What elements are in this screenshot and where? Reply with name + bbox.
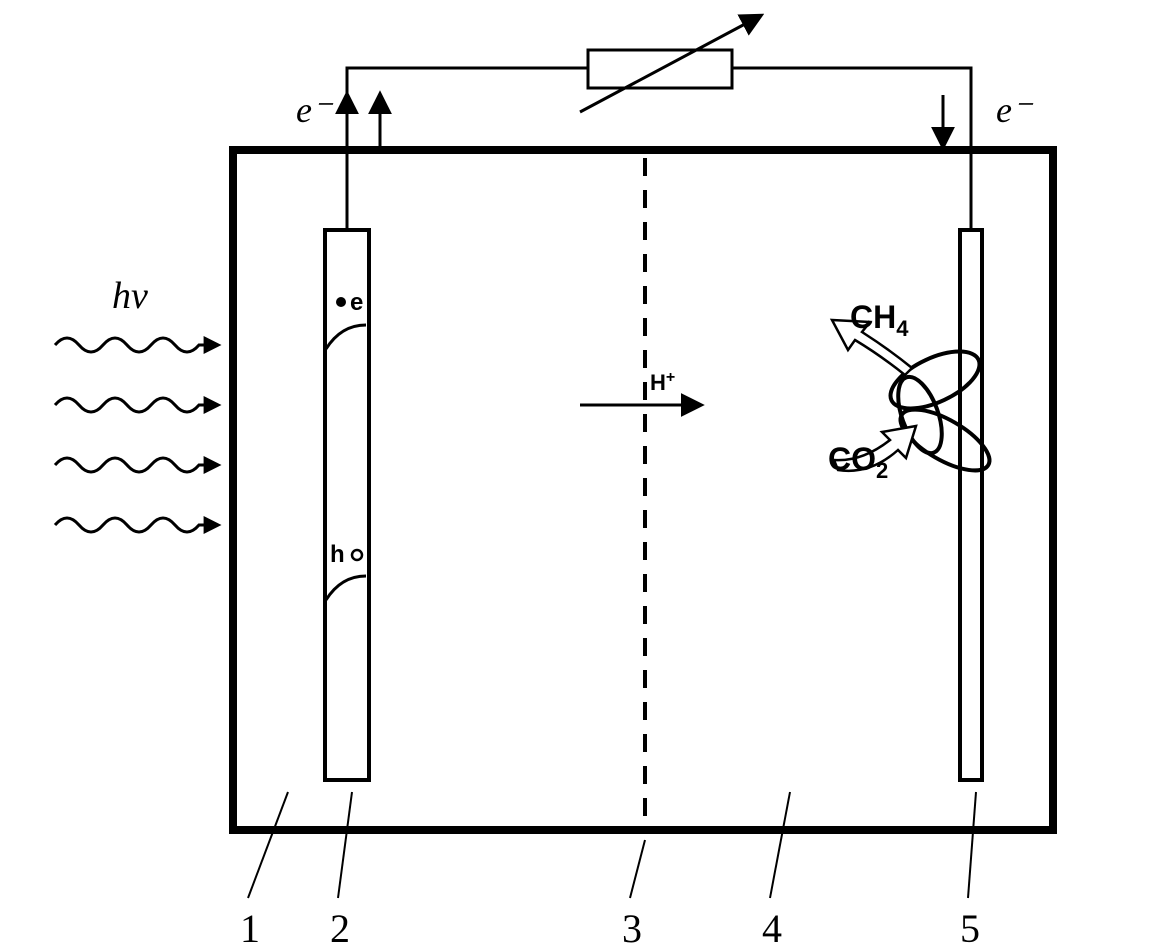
electron-label-right: e⁻ bbox=[996, 90, 1034, 130]
callout-numbers: 1 2 3 4 5 bbox=[240, 906, 980, 951]
band-electron-dot bbox=[336, 297, 346, 307]
band-hole-label: h bbox=[330, 541, 345, 568]
photon-wave-4 bbox=[55, 518, 218, 532]
photon-wave-1 bbox=[55, 338, 218, 352]
number-2: 2 bbox=[330, 906, 350, 951]
leader-5 bbox=[968, 792, 976, 898]
number-4: 4 bbox=[762, 906, 782, 951]
leader-2 bbox=[338, 792, 352, 898]
photon-label: hv bbox=[112, 275, 148, 317]
band-electron-label: e bbox=[350, 289, 363, 316]
photon-wave-3 bbox=[55, 458, 218, 472]
leader-4 bbox=[770, 792, 790, 898]
leader-3 bbox=[630, 840, 645, 898]
biocathode bbox=[960, 230, 982, 780]
number-1: 1 bbox=[240, 906, 260, 951]
leader-1 bbox=[248, 792, 288, 898]
proton-label: H+ bbox=[650, 369, 675, 395]
leader-lines bbox=[248, 792, 976, 898]
ch4-label: CH4 bbox=[850, 299, 909, 341]
photon-waves bbox=[55, 338, 218, 532]
number-3: 3 bbox=[622, 906, 642, 951]
electron-label-left: e⁻ bbox=[296, 90, 334, 130]
diagram-canvas: e⁻ e⁻ e h H+ hv CH4 bbox=[0, 0, 1174, 952]
number-5: 5 bbox=[960, 906, 980, 951]
photon-wave-2 bbox=[55, 398, 218, 412]
